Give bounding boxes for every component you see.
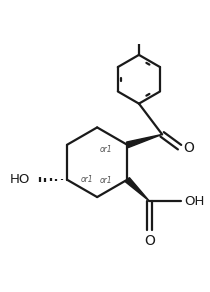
Polygon shape [125,178,149,201]
Text: or1: or1 [100,145,113,154]
Text: or1: or1 [100,176,113,185]
Text: O: O [183,141,194,155]
Text: OH: OH [184,195,205,208]
Text: O: O [144,234,155,248]
Polygon shape [126,134,162,148]
Text: or1: or1 [81,175,93,184]
Text: HO: HO [10,173,30,186]
